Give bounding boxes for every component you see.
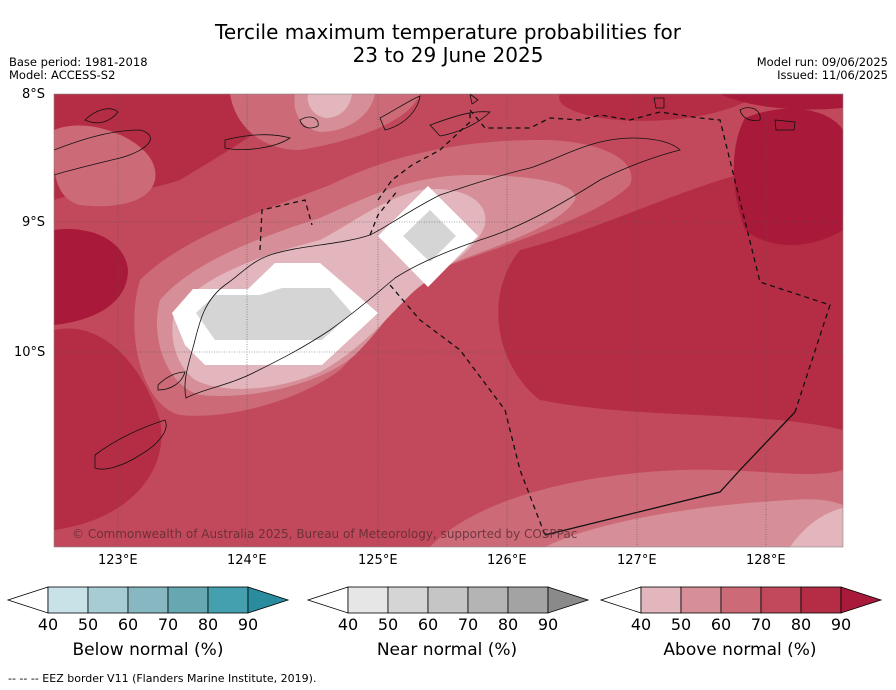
meta-left: Base period: 1981-2018 Model: ACCESS-S2	[9, 56, 148, 82]
eez-border	[259, 109, 831, 536]
below-tick-40: 40	[37, 615, 59, 634]
below-normal-label: Below normal (%)	[72, 640, 224, 660]
lat-label-8s: 8°S	[22, 87, 46, 102]
field-80-sw	[54, 328, 162, 530]
field-90-top	[720, 94, 843, 110]
model-run: Model run: 09/06/2025	[756, 55, 888, 69]
above-tick-70: 70	[750, 615, 772, 634]
field-40-top	[307, 94, 352, 118]
field-90-ne	[733, 108, 843, 245]
coastlines	[54, 94, 796, 470]
meta-right: Model run: 09/06/2025 Issued: 11/06/2025	[757, 56, 888, 82]
lon-label-126e: 126°E	[487, 553, 527, 568]
field-90-w	[54, 229, 128, 325]
lat-label-9s: 9°S	[22, 215, 46, 230]
above-tick-50: 50	[670, 615, 692, 634]
model-name: Model: ACCESS-S2	[9, 68, 116, 82]
colorbar-below	[6, 586, 290, 614]
coast-alor	[224, 134, 291, 150]
base-period: Base period: 1981-2018	[9, 55, 148, 69]
eez-footnote: -- -- -- EEZ border V11 (Flanders Marine…	[8, 672, 317, 685]
coast-small-2	[739, 107, 761, 121]
lon-label-127e: 127°E	[617, 553, 657, 568]
below-tick-50: 50	[77, 615, 99, 634]
coast-small-4	[299, 116, 319, 129]
above-tick-40: 40	[630, 615, 652, 634]
colorbar-above	[599, 586, 883, 614]
above-tick-90: 90	[830, 615, 852, 634]
below-tick-70: 70	[157, 615, 179, 634]
field-80-top	[559, 94, 760, 121]
near-normal-label: Near normal (%)	[376, 640, 518, 660]
coast-flores	[54, 129, 151, 176]
lon-label-125e: 125°E	[358, 553, 398, 568]
graticule	[54, 94, 843, 547]
map-title-line2: 23 to 29 June 2025	[352, 43, 544, 67]
below-tick-60: 60	[117, 615, 139, 634]
above-tick-80: 80	[790, 615, 812, 634]
near-tick-40: 40	[337, 615, 359, 634]
copyright-notice: © Commonwealth of Australia 2025, Bureau…	[72, 527, 578, 541]
map-frame	[53, 93, 844, 548]
coast-small-1	[653, 97, 665, 109]
near-tick-80: 80	[497, 615, 519, 634]
field-near-west	[196, 288, 352, 340]
colorbar-near	[306, 586, 590, 614]
coast-small-5	[469, 94, 479, 105]
near-tick-70: 70	[457, 615, 479, 634]
lat-label-10s: 10°S	[14, 345, 46, 360]
near-tick-60: 60	[417, 615, 439, 634]
coast-timor	[184, 137, 681, 399]
coast-wetar	[429, 111, 491, 137]
above-tick-60: 60	[710, 615, 732, 634]
field-near-east	[403, 210, 456, 262]
near-tick-50: 50	[377, 615, 399, 634]
below-tick-80: 80	[197, 615, 219, 634]
coast-small-3	[774, 119, 796, 131]
coast-sawu	[94, 419, 167, 470]
coast-atauro	[379, 95, 421, 131]
coast-rote	[157, 371, 186, 391]
probability-field	[54, 94, 843, 547]
field-40-se	[790, 508, 843, 547]
map-title-line1: Tercile maximum temperature probabilitie…	[215, 20, 681, 44]
below-tick-90: 90	[237, 615, 259, 634]
coast-flores-2	[84, 108, 119, 124]
field-50-south	[545, 499, 843, 547]
lon-label-123e: 123°E	[98, 553, 138, 568]
lon-label-124e: 124°E	[227, 553, 267, 568]
near-tick-90: 90	[537, 615, 559, 634]
above-normal-label: Above normal (%)	[663, 640, 817, 660]
field-60-nw	[54, 125, 156, 207]
eez-border-solid	[544, 411, 796, 536]
lon-label-128e: 128°E	[746, 553, 786, 568]
issued-date: Issued: 11/06/2025	[777, 68, 888, 82]
